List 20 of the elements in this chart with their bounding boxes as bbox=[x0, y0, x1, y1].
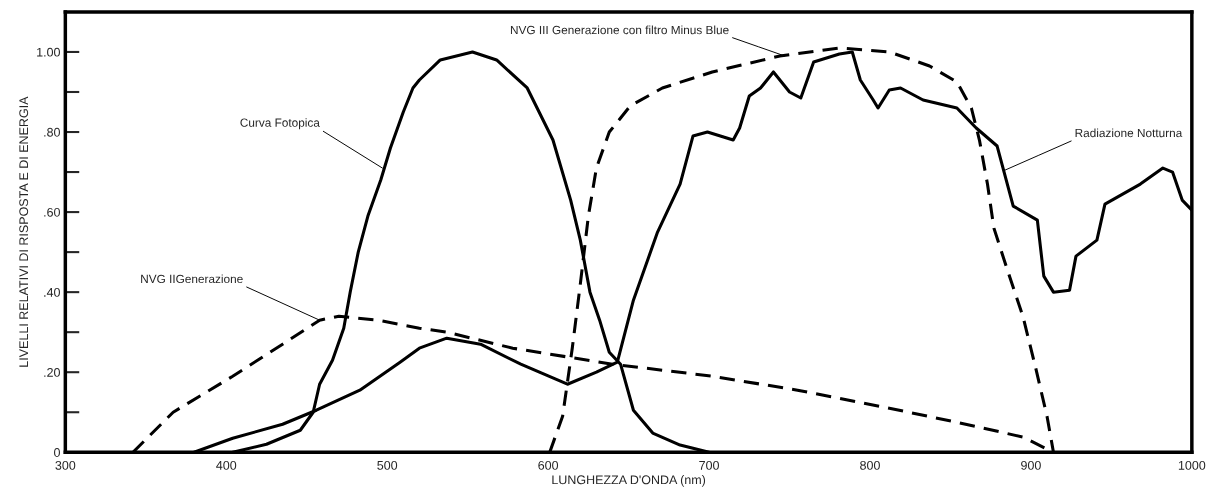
annotation: NVG III Generazione con filtro Minus Blue bbox=[510, 25, 729, 35]
annotation: Radiazione Notturna bbox=[1075, 128, 1183, 138]
x-tick-label: 400 bbox=[216, 460, 237, 470]
annotation: Curva Fotopica bbox=[240, 118, 320, 130]
y-tick-label: 0 bbox=[54, 448, 60, 457]
x-axis-title: LUNGHEZZA D'ONDA (nm) bbox=[552, 475, 706, 487]
x-tick-label: 700 bbox=[699, 460, 719, 470]
x-tick-label: 300 bbox=[55, 460, 76, 470]
x-tick-label: 900 bbox=[1021, 460, 1041, 470]
x-tick-label: 500 bbox=[377, 460, 398, 470]
annotation: NVG IIGenerazione bbox=[141, 274, 243, 284]
y-tick-label: .40 bbox=[44, 287, 60, 297]
y-tick-label: 1.00 bbox=[37, 47, 60, 57]
x-tick-label: 1000 bbox=[1178, 460, 1206, 470]
y-tick-label: .20 bbox=[44, 368, 60, 377]
y-axis-title: LIVELLI RELATIVI DI RISPOSTA E DI ENERGIA bbox=[19, 96, 29, 367]
x-tick-label: 600 bbox=[538, 460, 559, 470]
x-tick-label: 800 bbox=[860, 460, 880, 470]
y-tick-label: .80 bbox=[44, 127, 60, 137]
y-tick-label: .60 bbox=[44, 207, 60, 217]
